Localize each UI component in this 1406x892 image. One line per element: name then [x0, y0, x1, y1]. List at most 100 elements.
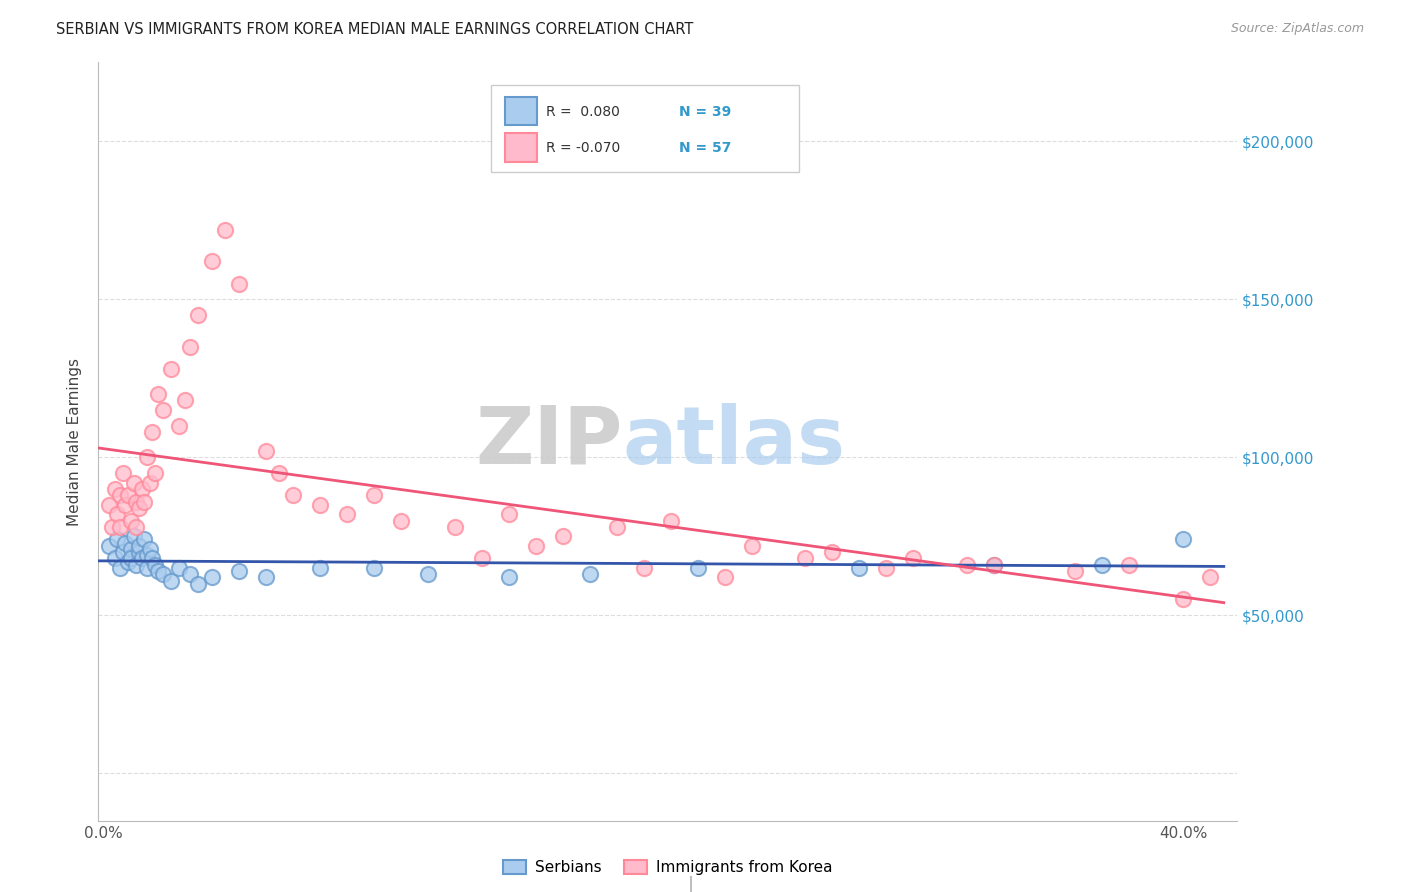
Point — [108, 520, 131, 534]
Point — [134, 533, 156, 547]
Point — [143, 558, 166, 572]
Point — [125, 520, 148, 534]
Point — [179, 567, 201, 582]
Point — [659, 514, 682, 528]
Point — [336, 507, 359, 521]
Point — [141, 551, 163, 566]
Point — [104, 551, 127, 566]
Point — [104, 482, 127, 496]
Point — [214, 223, 236, 237]
Text: N = 39: N = 39 — [679, 104, 731, 119]
Point — [105, 507, 128, 521]
Text: N = 57: N = 57 — [679, 141, 731, 155]
Point — [633, 561, 655, 575]
Point — [141, 425, 163, 439]
Point — [120, 514, 142, 528]
Point — [136, 561, 159, 575]
Point — [1118, 558, 1140, 572]
Text: R = -0.070: R = -0.070 — [546, 141, 620, 155]
Point — [114, 498, 136, 512]
Legend: Serbians, Immigrants from Korea: Serbians, Immigrants from Korea — [496, 854, 839, 881]
Point — [956, 558, 979, 572]
Point — [117, 555, 139, 569]
Point — [120, 541, 142, 556]
Point — [111, 545, 134, 559]
Point — [128, 500, 150, 515]
Point — [363, 488, 385, 502]
Point — [108, 561, 131, 575]
Point — [228, 564, 250, 578]
Point — [179, 340, 201, 354]
Point — [136, 548, 159, 563]
Point — [169, 418, 191, 433]
Point — [498, 570, 520, 584]
Point — [794, 551, 817, 566]
Point — [201, 570, 224, 584]
Point — [131, 551, 153, 566]
Point — [524, 539, 547, 553]
Point — [416, 567, 439, 582]
Point — [281, 488, 304, 502]
Point — [551, 529, 574, 543]
Point — [1173, 533, 1195, 547]
Point — [105, 533, 128, 547]
Point — [228, 277, 250, 291]
Point — [363, 561, 385, 575]
Point — [138, 475, 160, 490]
Point — [443, 520, 465, 534]
Point — [134, 494, 156, 508]
Point — [254, 444, 277, 458]
Point — [128, 539, 150, 553]
Point — [1064, 564, 1087, 578]
Point — [138, 541, 160, 556]
Point — [471, 551, 494, 566]
Point — [143, 466, 166, 480]
Point — [160, 362, 183, 376]
Text: atlas: atlas — [623, 402, 845, 481]
Text: R =  0.080: R = 0.080 — [546, 104, 620, 119]
Point — [713, 570, 735, 584]
Point — [160, 574, 183, 588]
Bar — [505, 96, 537, 126]
Point — [122, 475, 145, 490]
Point — [108, 488, 131, 502]
Point — [114, 535, 136, 549]
Point — [117, 488, 139, 502]
Point — [128, 545, 150, 559]
Point — [1199, 570, 1222, 584]
Point — [111, 466, 134, 480]
Point — [848, 561, 870, 575]
Point — [686, 561, 709, 575]
Point — [120, 551, 142, 566]
Point — [389, 514, 412, 528]
Text: Source: ZipAtlas.com: Source: ZipAtlas.com — [1230, 22, 1364, 36]
Point — [606, 520, 628, 534]
Y-axis label: Median Male Earnings: Median Male Earnings — [67, 358, 83, 525]
Point — [308, 498, 330, 512]
Point — [821, 545, 844, 559]
Point — [254, 570, 277, 584]
Point — [269, 466, 291, 480]
Point — [146, 564, 169, 578]
Point — [152, 403, 174, 417]
Point — [983, 558, 1005, 572]
Text: SERBIAN VS IMMIGRANTS FROM KOREA MEDIAN MALE EARNINGS CORRELATION CHART: SERBIAN VS IMMIGRANTS FROM KOREA MEDIAN … — [56, 22, 693, 37]
Point — [122, 529, 145, 543]
Point — [101, 520, 124, 534]
Point — [146, 387, 169, 401]
Point — [125, 558, 148, 572]
Point — [173, 393, 195, 408]
Bar — [491, 85, 799, 172]
Point — [187, 576, 209, 591]
Point — [201, 254, 224, 268]
Point — [125, 494, 148, 508]
Point — [498, 507, 520, 521]
Point — [875, 561, 897, 575]
Point — [983, 558, 1005, 572]
Point — [152, 567, 174, 582]
Text: |: | — [688, 876, 693, 892]
Bar — [505, 133, 537, 161]
Text: ZIP: ZIP — [475, 402, 623, 481]
Point — [187, 308, 209, 322]
Point — [903, 551, 925, 566]
